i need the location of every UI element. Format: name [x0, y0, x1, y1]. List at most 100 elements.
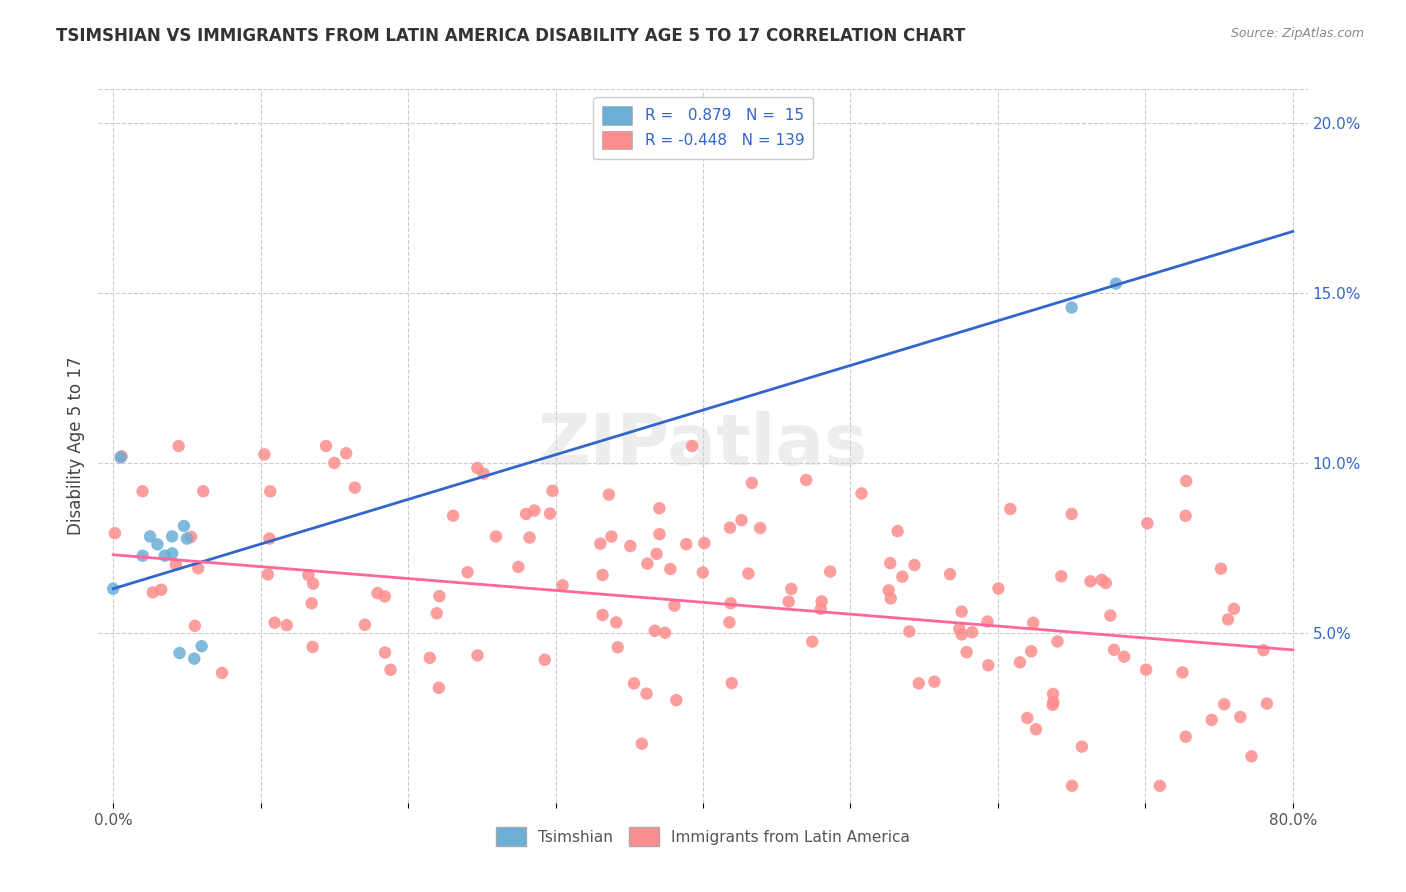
Immigrants from Latin America	[1171, 665, 1194, 680]
Immigrants from Latin America	[880, 591, 903, 606]
Immigrants from Latin America	[1114, 649, 1136, 664]
Immigrants from Latin America	[1022, 615, 1045, 630]
Immigrants from Latin America	[276, 618, 298, 632]
Point	[515, 507, 537, 521]
Immigrants from Latin America	[187, 561, 209, 575]
Immigrants from Latin America	[551, 578, 574, 592]
Immigrants from Latin America	[211, 665, 233, 680]
Immigrants from Latin America	[1019, 644, 1042, 658]
Immigrants from Latin America	[818, 565, 841, 579]
Immigrants from Latin America	[592, 568, 614, 582]
Immigrants from Latin America	[987, 582, 1010, 596]
Immigrants from Latin America	[950, 627, 973, 641]
Immigrants from Latin America	[374, 590, 396, 604]
Immigrants from Latin America	[605, 615, 627, 630]
Immigrants from Latin America	[259, 484, 281, 499]
Immigrants from Latin America	[1253, 643, 1275, 657]
Immigrants from Latin America	[335, 446, 357, 460]
Legend: R =   0.879   N =  15, R = -0.448   N = 139: R = 0.879 N = 15, R = -0.448 N = 139	[593, 97, 813, 159]
Immigrants from Latin America	[508, 560, 530, 574]
Immigrants from Latin America	[1099, 608, 1122, 623]
Immigrants from Latin America	[1071, 739, 1094, 754]
Immigrants from Latin America	[730, 513, 752, 527]
Tsimshian	[183, 651, 205, 665]
Immigrants from Latin America	[879, 556, 901, 570]
Immigrants from Latin America	[692, 566, 714, 580]
Immigrants from Latin America	[780, 582, 803, 596]
Immigrants from Latin America	[886, 524, 908, 538]
Immigrants from Latin America	[693, 536, 716, 550]
Immigrants from Latin America	[263, 615, 285, 630]
Immigrants from Latin America	[636, 557, 658, 571]
Immigrants from Latin America	[1229, 710, 1251, 724]
Immigrants from Latin America	[1042, 698, 1064, 712]
Immigrants from Latin America	[648, 501, 671, 516]
Immigrants from Latin America	[472, 467, 495, 481]
Immigrants from Latin America	[354, 617, 377, 632]
Immigrants from Latin America	[907, 676, 929, 690]
Immigrants from Latin America	[131, 484, 153, 499]
Immigrants from Latin America	[681, 439, 703, 453]
Immigrants from Latin America	[343, 481, 366, 495]
Immigrants from Latin America	[419, 651, 441, 665]
Tsimshian	[173, 519, 195, 533]
Immigrants from Latin America	[180, 530, 202, 544]
Immigrants from Latin America	[898, 624, 921, 639]
Immigrants from Latin America	[150, 582, 173, 597]
Immigrants from Latin America	[659, 562, 682, 576]
Immigrants from Latin America	[924, 674, 946, 689]
Immigrants from Latin America	[1223, 602, 1246, 616]
Text: Source: ZipAtlas.com: Source: ZipAtlas.com	[1230, 27, 1364, 40]
Immigrants from Latin America	[1201, 713, 1223, 727]
Immigrants from Latin America	[1017, 711, 1039, 725]
Immigrants from Latin America	[193, 484, 215, 499]
Immigrants from Latin America	[600, 530, 623, 544]
Immigrants from Latin America	[523, 503, 546, 517]
Immigrants from Latin America	[1216, 612, 1239, 626]
Immigrants from Latin America	[977, 658, 1000, 673]
Immigrants from Latin America	[720, 596, 742, 610]
Tsimshian	[101, 582, 124, 596]
Immigrants from Latin America	[654, 625, 676, 640]
Immigrants from Latin America	[457, 565, 479, 579]
Immigrants from Latin America	[598, 487, 620, 501]
Immigrants from Latin America	[1174, 508, 1197, 523]
Immigrants from Latin America	[1136, 516, 1159, 531]
Immigrants from Latin America	[467, 461, 489, 475]
Immigrants from Latin America	[648, 527, 671, 541]
Immigrants from Latin America	[1008, 655, 1031, 669]
Immigrants from Latin America	[592, 607, 614, 622]
Immigrants from Latin America	[467, 648, 489, 663]
Tsimshian	[169, 646, 191, 660]
Immigrants from Latin America	[810, 602, 832, 616]
Immigrants from Latin America	[1209, 562, 1232, 576]
Immigrants from Latin America	[427, 681, 450, 695]
Immigrants from Latin America	[1256, 697, 1278, 711]
Immigrants from Latin America	[645, 547, 668, 561]
Tsimshian	[146, 537, 169, 551]
Immigrants from Latin America	[1025, 723, 1047, 737]
Immigrants from Latin America	[541, 483, 564, 498]
Immigrants from Latin America	[441, 508, 464, 523]
Text: ZIPatlas: ZIPatlas	[538, 411, 868, 481]
Tsimshian	[139, 529, 162, 543]
Point	[323, 456, 346, 470]
Point	[1060, 507, 1083, 521]
Immigrants from Latin America	[778, 594, 800, 608]
Immigrants from Latin America	[1213, 698, 1236, 712]
Immigrants from Latin America	[948, 622, 970, 636]
Immigrants from Latin America	[891, 570, 914, 584]
Immigrants from Latin America	[1095, 576, 1118, 591]
Immigrants from Latin America	[1080, 574, 1102, 589]
Immigrants from Latin America	[302, 576, 325, 591]
Immigrants from Latin America	[675, 537, 697, 551]
Immigrants from Latin America	[877, 583, 900, 598]
Immigrants from Latin America	[606, 640, 628, 655]
Immigrants from Latin America	[167, 439, 190, 453]
Immigrants from Latin America	[939, 567, 962, 582]
Immigrants from Latin America	[665, 693, 688, 707]
Immigrants from Latin America	[256, 567, 278, 582]
Immigrants from Latin America	[184, 619, 207, 633]
Immigrants from Latin America	[519, 531, 541, 545]
Immigrants from Latin America	[429, 589, 451, 603]
